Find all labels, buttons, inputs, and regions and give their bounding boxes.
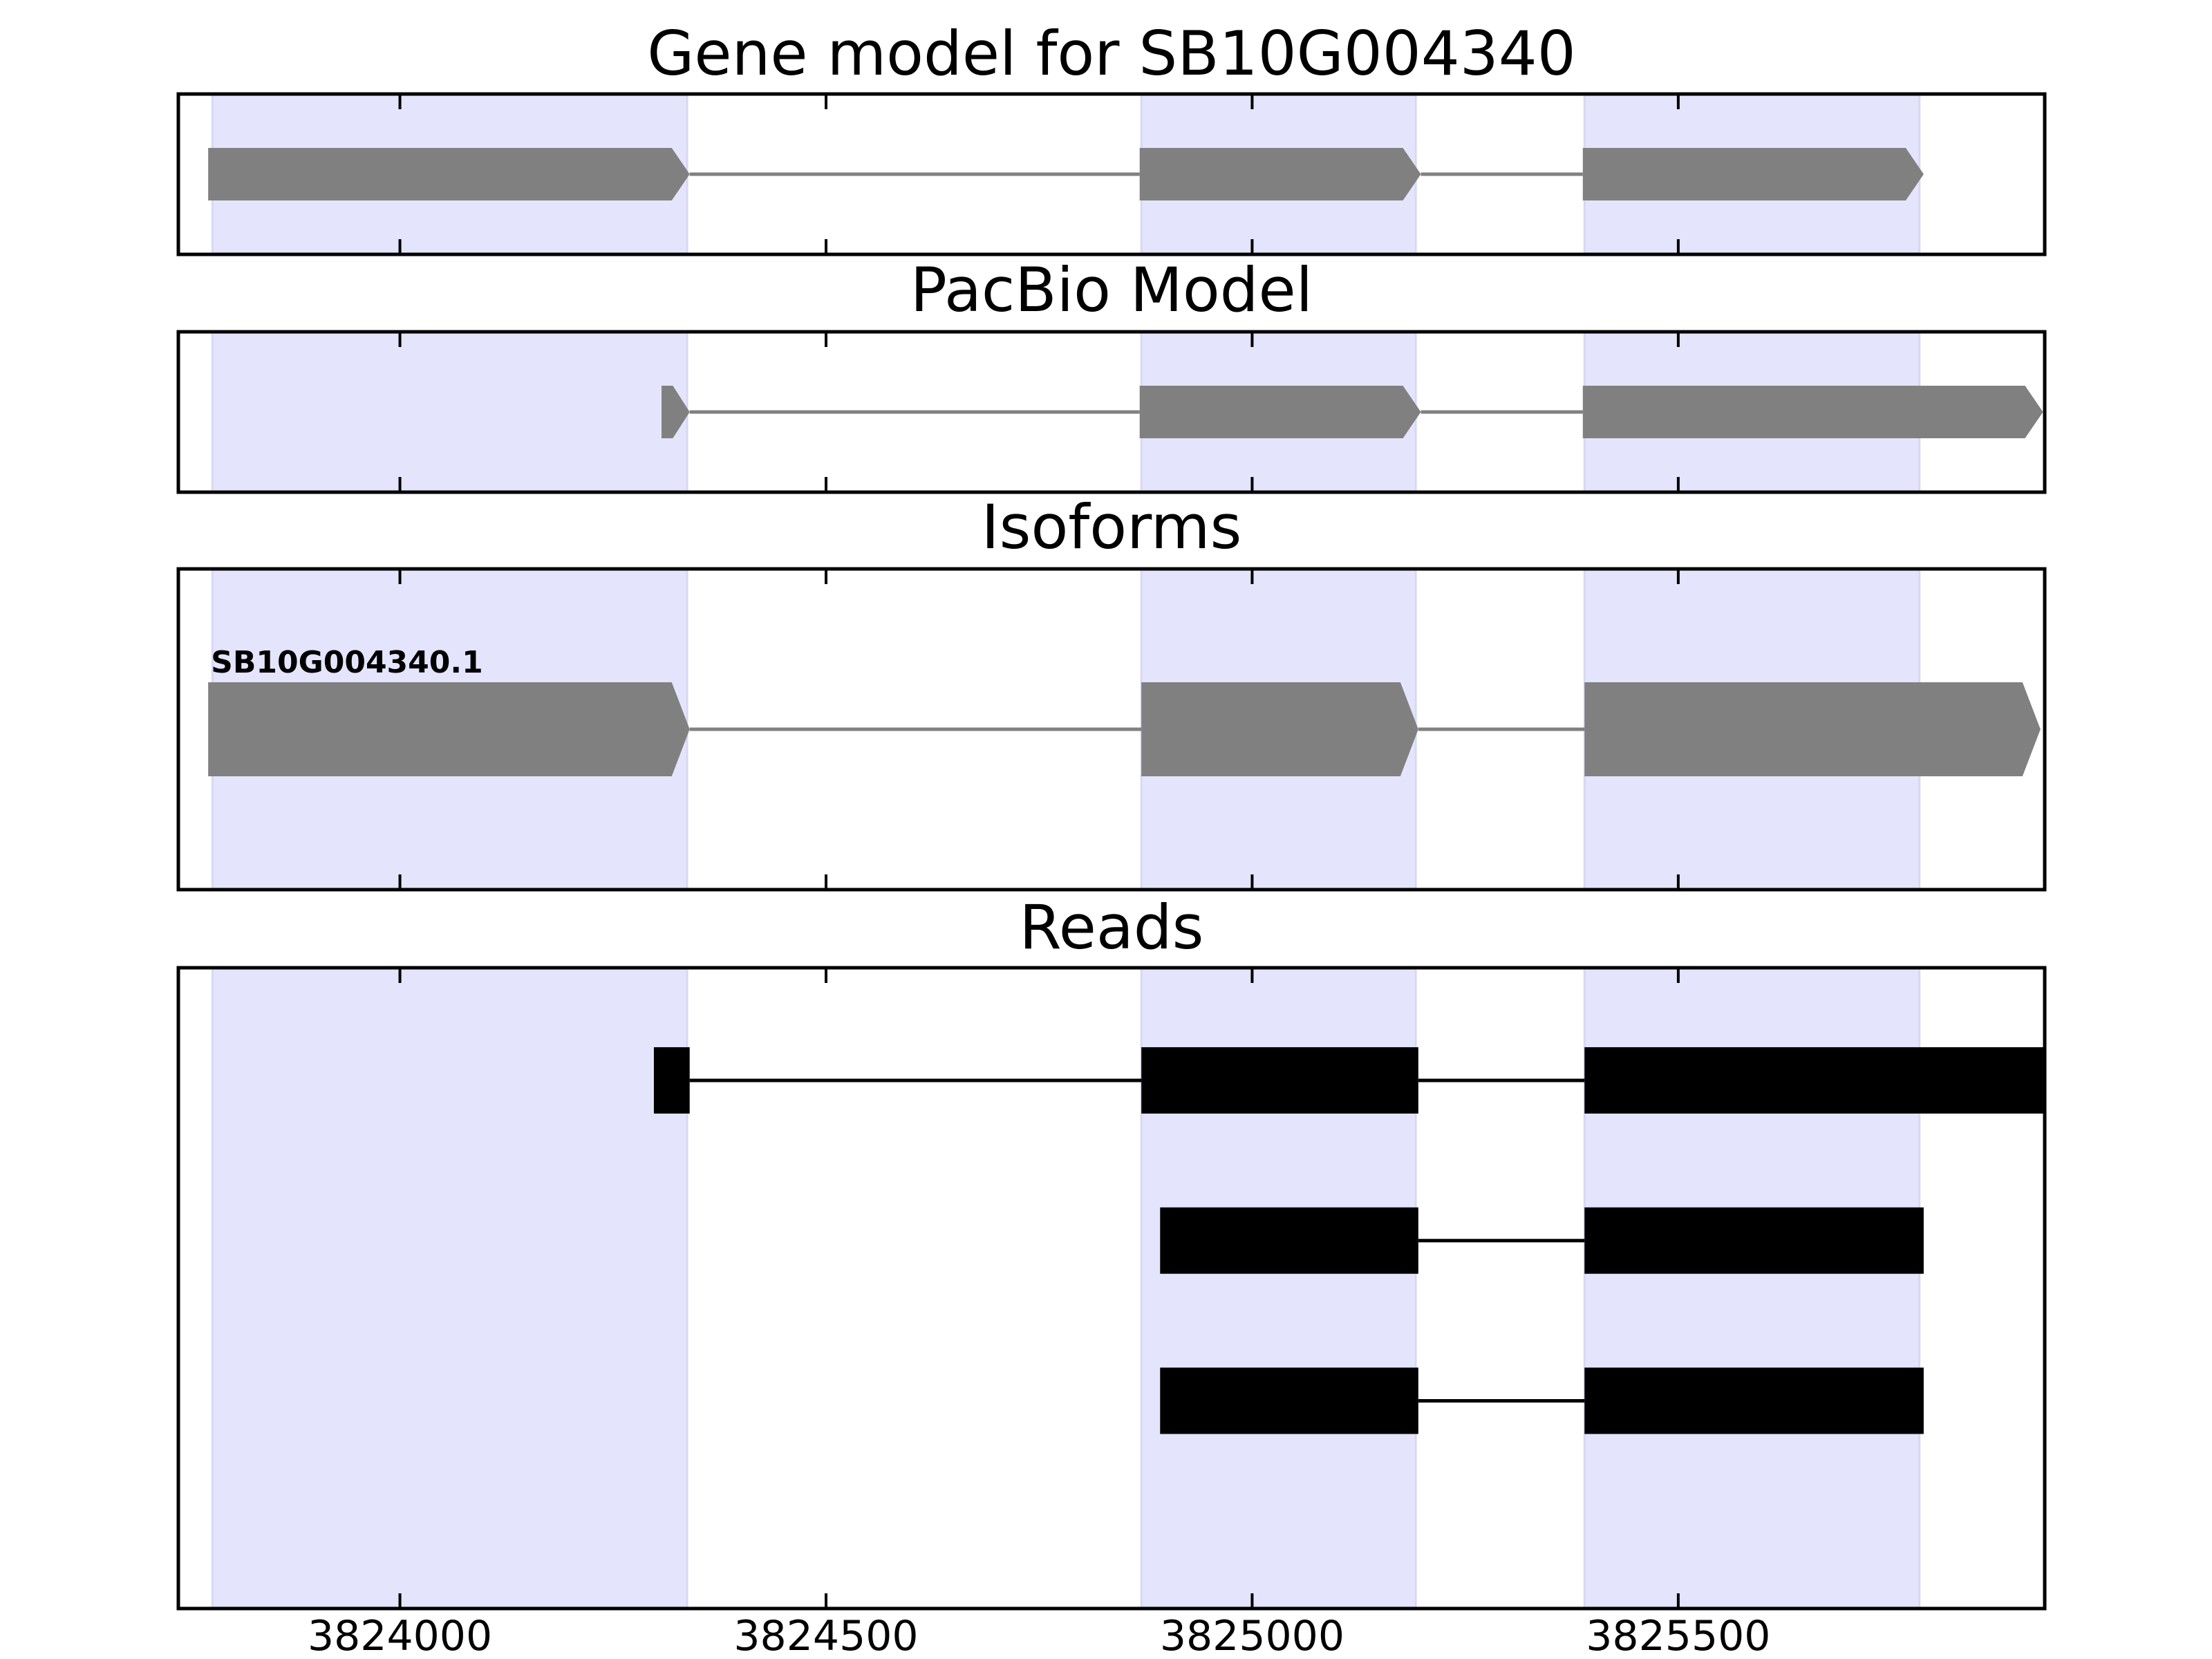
x-tick-label: 3825500 — [1586, 1612, 1770, 1659]
exon-arrow — [1582, 386, 2043, 438]
exon-arrow — [1139, 148, 1421, 200]
read-exon — [1141, 1047, 1418, 1114]
exon-band — [211, 330, 688, 494]
panel-title: Gene model for SB10G004340 — [647, 18, 1576, 89]
read-exon — [653, 1047, 690, 1114]
read-exon — [1160, 1367, 1418, 1434]
panel-title: Isoforms — [982, 491, 1242, 563]
panel-title: Reads — [1020, 892, 1204, 963]
exon-arrow — [1141, 682, 1418, 776]
panel-title: PacBio Model — [910, 254, 1313, 326]
x-tick-label: 3824500 — [733, 1612, 918, 1659]
exon-arrow — [1139, 386, 1421, 438]
panel-frame — [176, 567, 2047, 892]
read-exon — [1160, 1207, 1418, 1274]
read-exon — [1584, 1367, 1924, 1434]
exon-arrow — [1582, 148, 1924, 200]
isoform-label: SB10G004340.1 — [211, 645, 483, 680]
read-exon — [1584, 1207, 1924, 1274]
exon-arrow — [208, 148, 690, 200]
panel-frame — [176, 92, 2047, 256]
exon-arrow — [208, 682, 690, 776]
exon-arrow — [662, 386, 690, 438]
x-tick-label: 3824000 — [308, 1612, 492, 1659]
exon-arrow — [1584, 682, 2041, 776]
x-tick-label: 3825000 — [1160, 1612, 1344, 1659]
panel-frame — [176, 966, 2047, 1611]
read-exon — [1584, 1047, 2043, 1114]
exon-band — [211, 966, 688, 1610]
panel-frame — [176, 330, 2047, 494]
